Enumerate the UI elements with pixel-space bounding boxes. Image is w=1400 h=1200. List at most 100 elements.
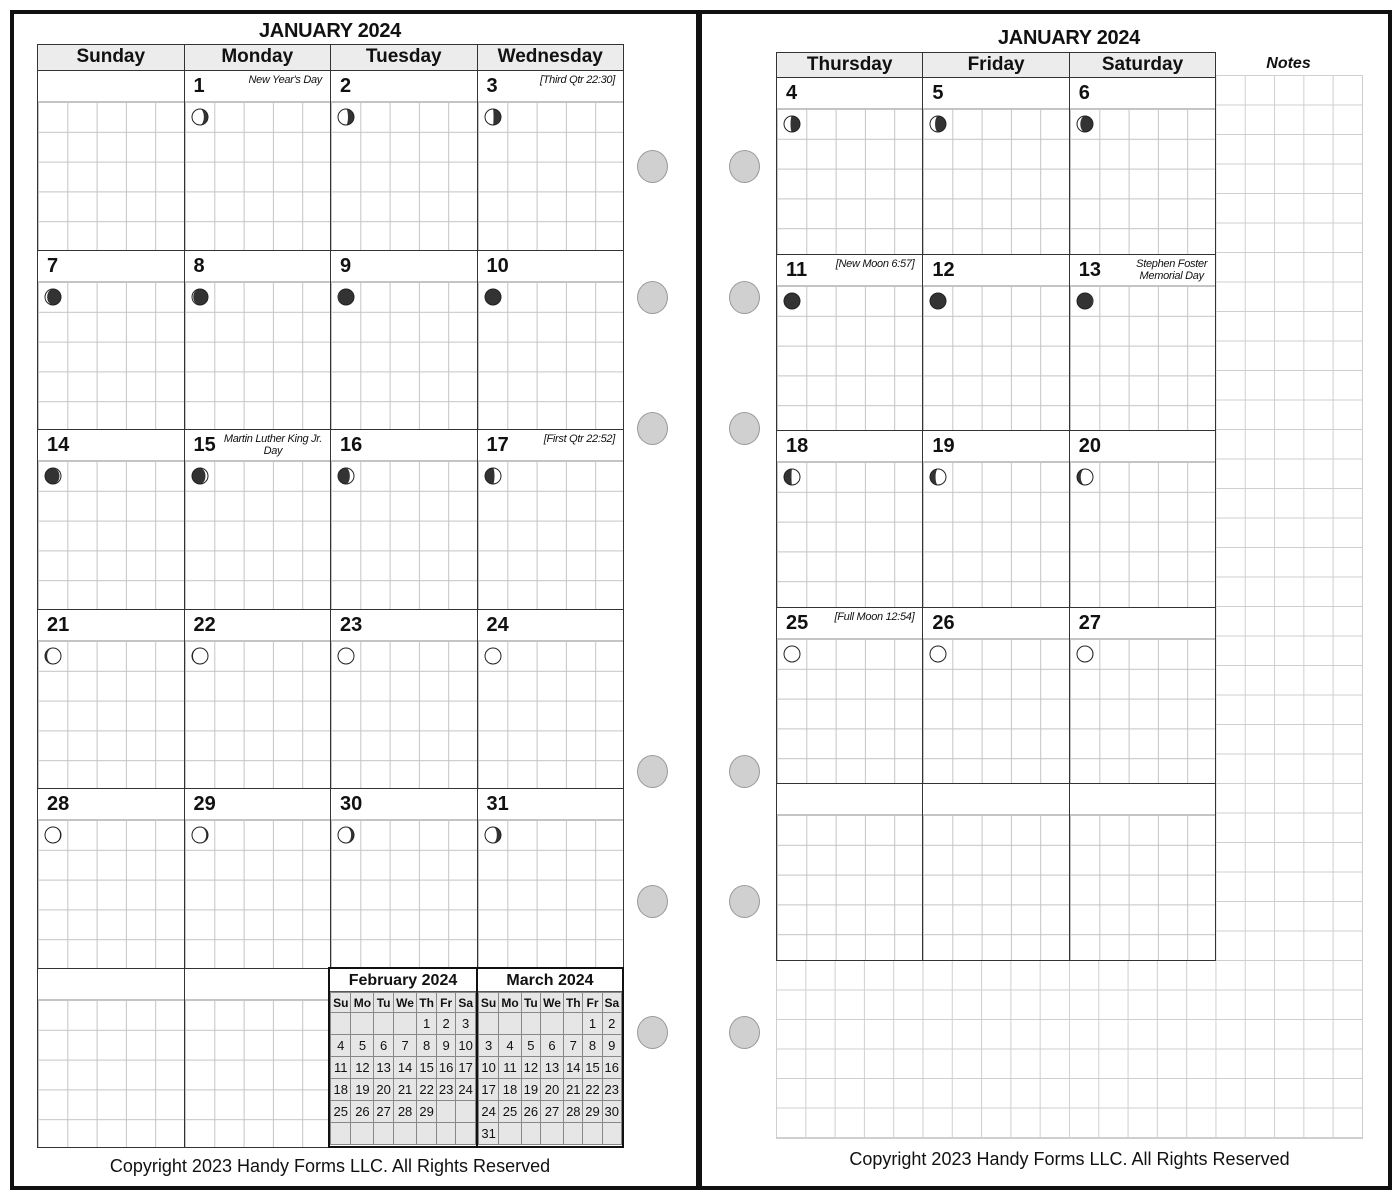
day-number: 31 (486, 793, 509, 815)
mini-calendar-weekday: Th (416, 992, 437, 1013)
day-cell: 12 (922, 253, 1070, 432)
day-grid (184, 998, 330, 1147)
day-grid (1069, 284, 1216, 431)
mini-calendar-day: 9 (601, 1034, 623, 1057)
day-cell: 29 (183, 788, 331, 969)
mini-calendar-day: 18 (329, 1078, 352, 1101)
day-number: 28 (47, 793, 70, 815)
mini-calendar-day: 6 (539, 1034, 565, 1057)
mini-calendar-day (435, 1100, 457, 1123)
mini-calendar-day: 24 (477, 1100, 500, 1123)
day-number: 21 (47, 613, 70, 636)
mini-calendar-week: 24 25 26 27 28 29 30 (477, 1100, 623, 1123)
day-grid (184, 819, 330, 968)
moon-phase-icon (191, 826, 209, 849)
mini-calendar-day: 20 (373, 1078, 394, 1101)
mini-calendar-day: 28 (563, 1100, 584, 1123)
day-cell: 13 Stephen Foster Memorial Day (1068, 253, 1217, 432)
weekday-header: Sunday (37, 44, 185, 71)
day-note: [Full Moon 12:54] (834, 610, 915, 623)
day-cell: 22 (183, 608, 331, 789)
day-grid (331, 101, 477, 250)
day-number: 24 (486, 613, 509, 636)
mini-calendar-day (563, 1012, 584, 1035)
day-number: 30 (340, 793, 363, 815)
mini-calendar-day: 19 (350, 1078, 375, 1101)
day-grid (923, 284, 1069, 431)
mini-calendar-day (498, 1012, 522, 1035)
day-number: 19 (932, 435, 955, 458)
mini-calendar-day: 13 (373, 1056, 394, 1079)
mini-calendar-day: 28 (392, 1100, 418, 1123)
day-grid (331, 460, 477, 609)
mini-calendar-day: 22 (416, 1078, 437, 1101)
moon-phase-icon (484, 288, 502, 311)
mini-calendar-day: 15 (416, 1056, 437, 1079)
moon-phase-icon (337, 108, 355, 131)
empty-day-cell (37, 70, 185, 251)
day-number: 6 (1078, 82, 1090, 104)
day-cell: 23 (330, 608, 478, 789)
mini-calendar-day: 6 (373, 1034, 394, 1057)
binder-hole (637, 885, 668, 918)
mini-calendar-day: 26 (520, 1100, 541, 1123)
mini-calendar-day: 24 (455, 1078, 476, 1101)
day-grid (331, 819, 477, 968)
moon-phase-icon (337, 467, 355, 490)
day-number: 22 (193, 613, 216, 636)
mini-calendar-day: 11 (498, 1056, 522, 1079)
day-cell: 27 (1068, 606, 1217, 785)
mini-calendar-day: 12 (520, 1056, 541, 1079)
day-grid (923, 108, 1069, 254)
day-grid (923, 814, 1069, 960)
moon-phase-icon (337, 288, 355, 311)
mini-calendar-day: 27 (373, 1100, 394, 1123)
day-cell: 30 (330, 788, 478, 969)
mini-calendar-title: March 2024 (478, 969, 622, 992)
mini-calendar-weekday: We (392, 992, 418, 1013)
mini-calendar-week (329, 1122, 476, 1145)
day-cell: 28 (37, 788, 185, 969)
day-cell: 1 New Year's Day (183, 70, 331, 251)
empty-day-cell (37, 967, 185, 1148)
day-cell: 17 [First Qtr 22:52] (476, 429, 624, 610)
mini-calendar-day (539, 1122, 565, 1145)
day-grid (184, 280, 330, 429)
day-cell: 16 (330, 429, 478, 610)
mini-calendar-weekday: Sa (601, 992, 623, 1013)
day-grid (777, 284, 923, 431)
mini-calendar-day (392, 1012, 418, 1035)
mini-calendar-day: 20 (539, 1078, 565, 1101)
mini-calendar-week: 17 18 19 20 21 22 23 (477, 1078, 623, 1101)
binder-hole (729, 150, 760, 183)
mini-calendar-weekday: Fr (435, 992, 457, 1013)
day-grid (777, 108, 923, 254)
day-number: 20 (1078, 435, 1102, 458)
day-number: 15 (193, 434, 216, 456)
left-copyright: Copyright 2023 Handy Forms LLC. All Righ… (109, 1156, 551, 1176)
moon-phase-icon (929, 645, 947, 668)
mini-calendar-table: Su Mo Tu We Th Fr Sa 1 2 3 4 5 6 7 8 9 10 11 12 13 14 15 16 17 1… (329, 992, 476, 1145)
day-note: Stephen Foster Memorial Day (1136, 257, 1208, 282)
mini-calendar-day (455, 1100, 476, 1123)
day-number: 25 (786, 611, 809, 634)
day-cell: 20 (1068, 430, 1217, 608)
moon-phase-icon (783, 115, 801, 138)
mini-calendar-title: February 2024 (330, 969, 476, 992)
mini-calendar-header-row: Su Mo Tu We Th Fr Sa (329, 992, 476, 1013)
day-number: 14 (47, 434, 70, 456)
moon-phase-icon (191, 108, 209, 131)
mini-calendar-day: 15 (582, 1056, 603, 1079)
mini-calendar-day: 16 (435, 1056, 457, 1079)
mini-calendar-day (539, 1012, 565, 1035)
mini-calendar-day: 7 (392, 1034, 418, 1057)
mini-calendar-day (601, 1122, 623, 1145)
weekday-header: Friday (922, 52, 1070, 78)
mini-calendar-day: 17 (477, 1078, 500, 1101)
mini-calendar-header-row: Su Mo Tu We Th Fr Sa (477, 992, 623, 1013)
empty-day-cell (776, 783, 924, 961)
day-number: 8 (193, 254, 205, 277)
mini-calendar-day (520, 1012, 541, 1035)
day-grid (1069, 108, 1216, 254)
mini-calendar-week: 18 19 20 21 22 23 24 (329, 1078, 476, 1101)
